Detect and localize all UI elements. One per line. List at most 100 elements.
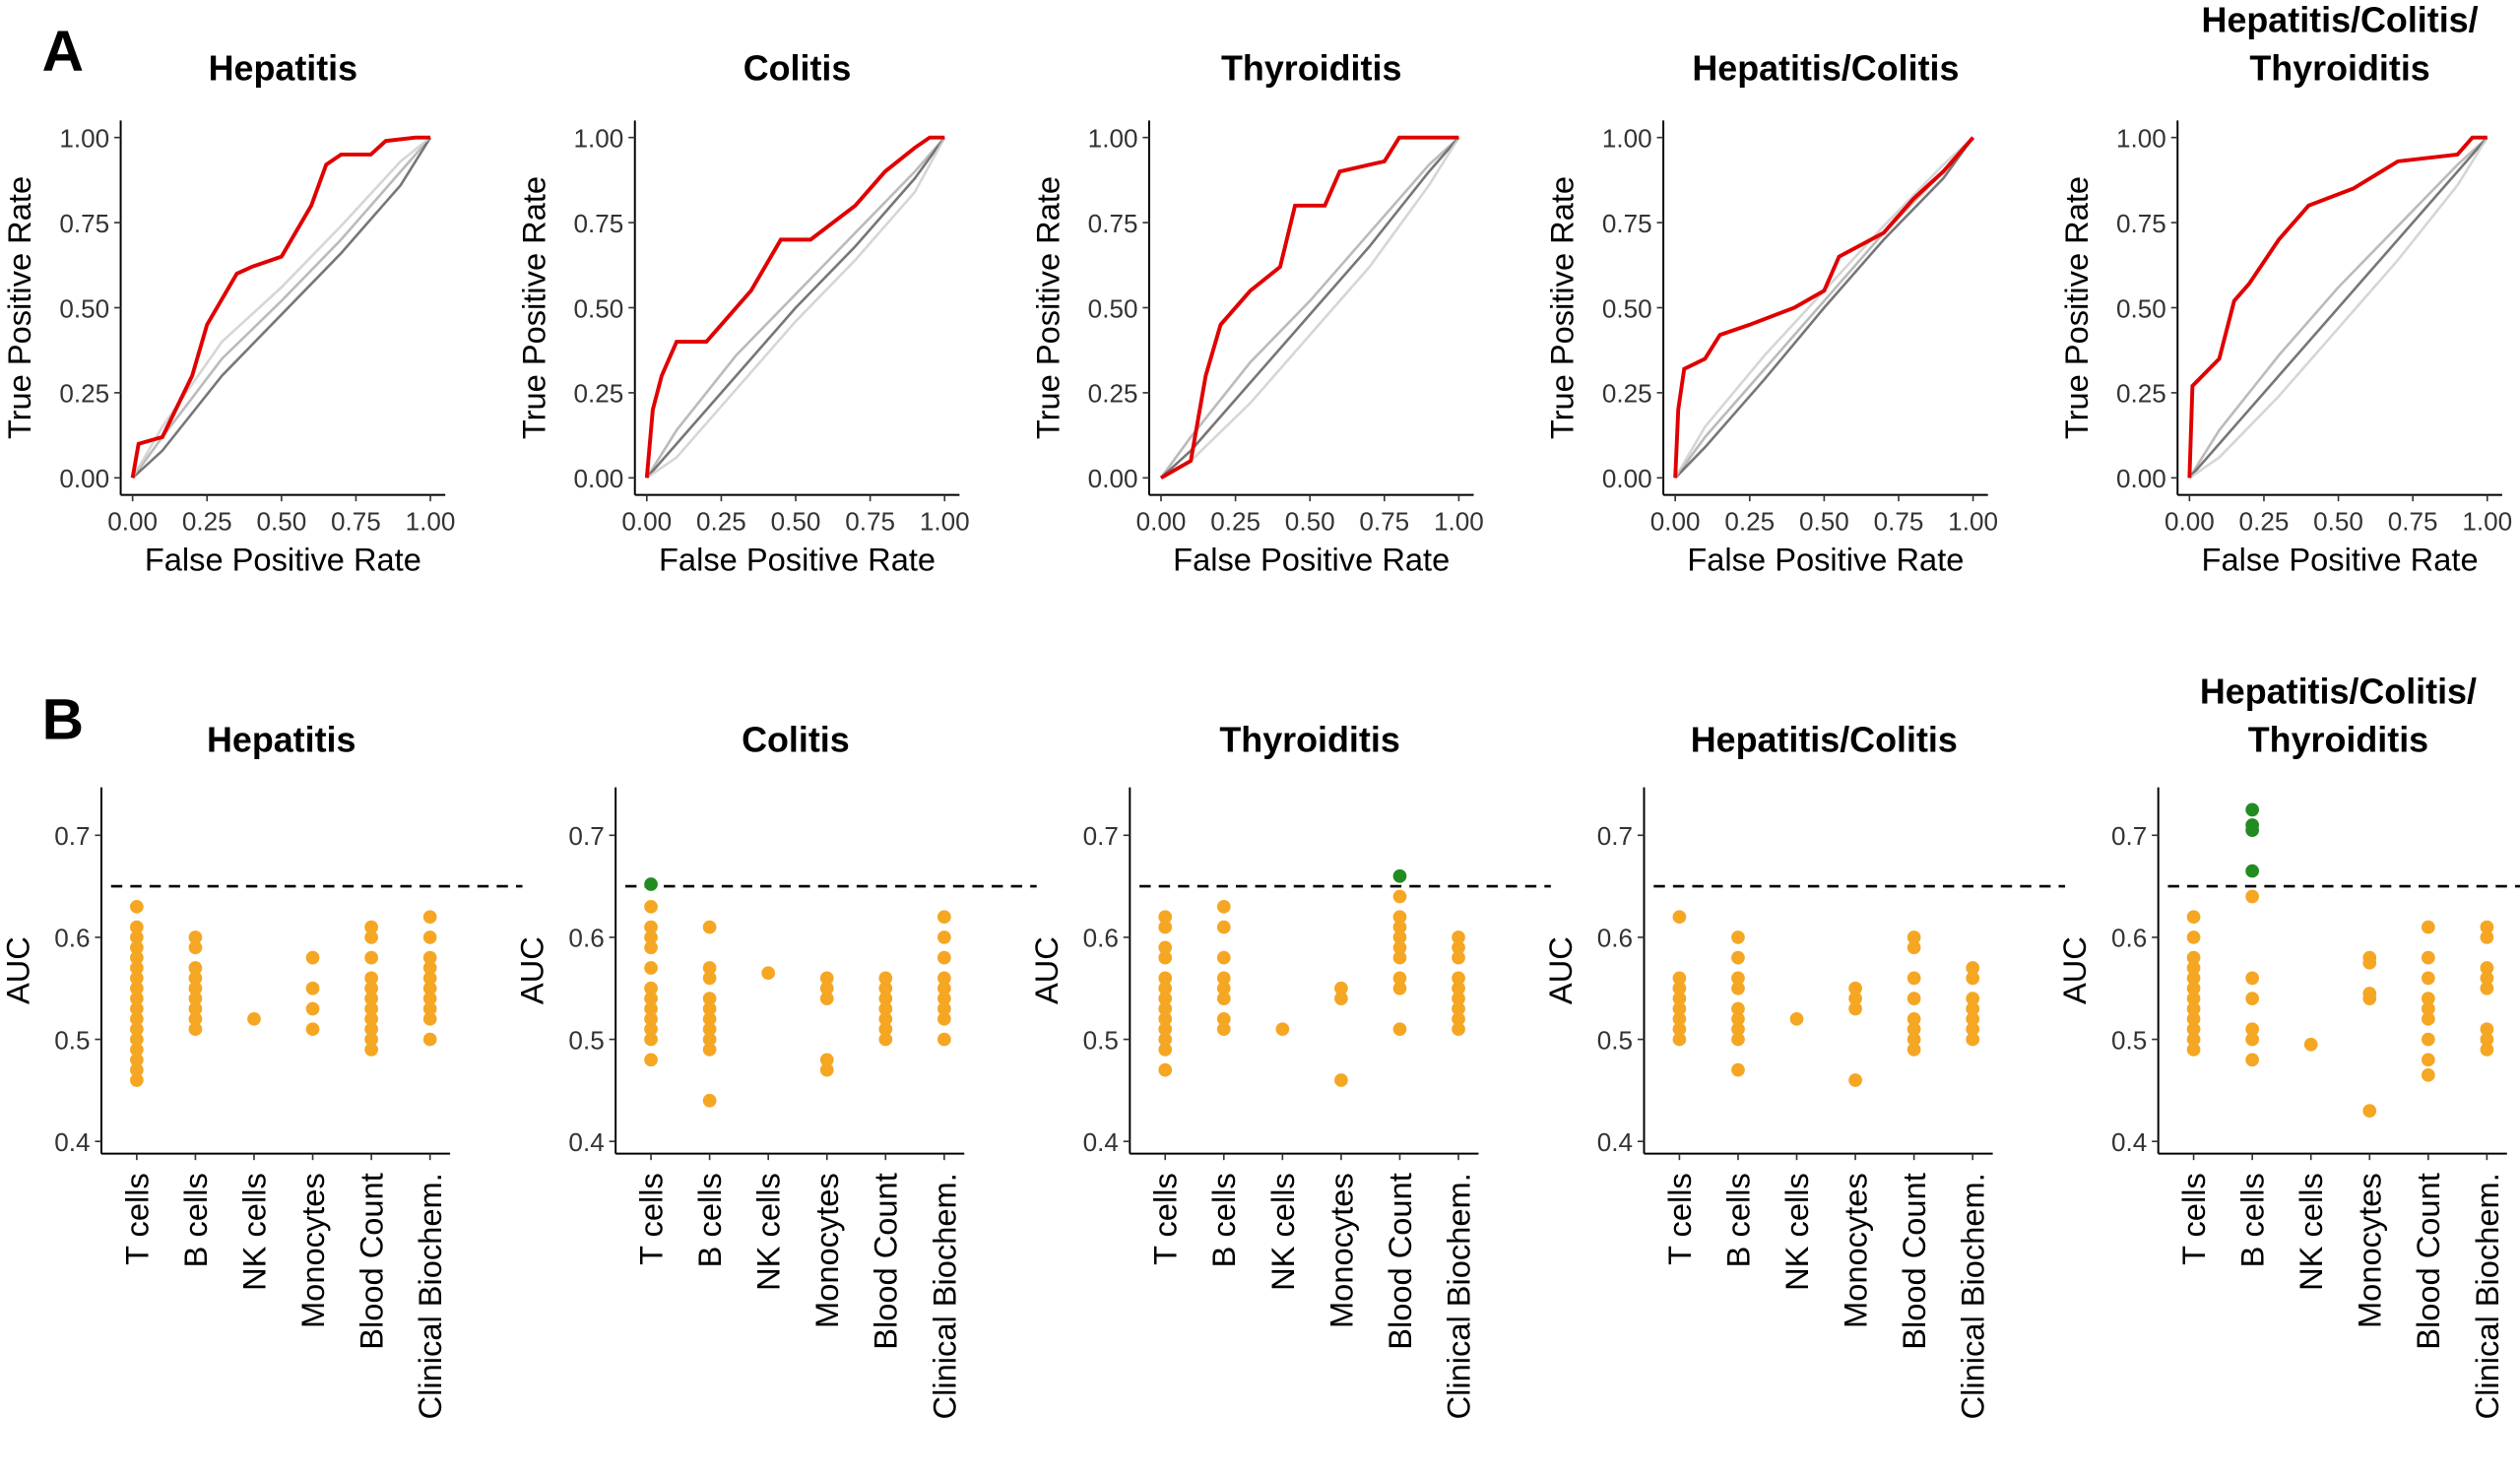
roc-curve [645, 136, 946, 480]
point [1672, 910, 1687, 925]
point [422, 1001, 437, 1016]
x-tick-label: 0.25 [1210, 506, 1260, 536]
y-tick-label: 0.75 [59, 209, 109, 238]
point [2245, 992, 2259, 1005]
x-tick-label: Monocytes [1838, 1173, 1874, 1328]
point [819, 1062, 834, 1077]
point [1966, 1011, 1980, 1026]
point [2421, 920, 2435, 934]
point [2480, 1022, 2494, 1037]
point [2186, 961, 2201, 975]
chart-title: Hepatitis/Colitis/ [2202, 1, 2479, 40]
roc-curve [645, 136, 946, 480]
point [2186, 910, 2201, 925]
point [2245, 864, 2259, 878]
point [1906, 1011, 1921, 1026]
point [1731, 930, 1745, 944]
y-tick-label: 0.75 [2116, 209, 2166, 238]
x-tick-label: Blood Count [1382, 1173, 1418, 1350]
point [2362, 992, 2377, 1005]
x-tick-label: 0.50 [771, 506, 821, 536]
point [1392, 920, 1407, 934]
chart-title: Hepatitis [207, 721, 356, 760]
point [644, 961, 658, 975]
x-axis-label: False Positive Rate [145, 541, 421, 577]
x-tick-label: 0.75 [331, 506, 381, 536]
y-tick-label: 1.00 [59, 123, 109, 153]
point [422, 961, 437, 975]
point [2186, 981, 2201, 995]
y-tick-label: 0.25 [1088, 379, 1138, 409]
point [2186, 950, 2201, 965]
y-tick-label: 0.5 [54, 1025, 90, 1055]
y-tick-label: 0.75 [1602, 209, 1652, 238]
x-tick-label: NK cells [1778, 1173, 1815, 1291]
point [2421, 992, 2435, 1005]
point [2186, 992, 2201, 1005]
point [1966, 971, 1980, 986]
point [2362, 1104, 2377, 1118]
y-tick-label: 1.00 [2116, 123, 2166, 153]
x-tick-label: 0.25 [1724, 506, 1775, 536]
point [1731, 1022, 1745, 1037]
point [878, 1001, 893, 1016]
point [1275, 1022, 1290, 1037]
y-tick-label: 0.25 [2116, 379, 2166, 409]
point [1731, 1062, 1745, 1077]
y-tick-label: 1.00 [1602, 123, 1652, 153]
point [1731, 1001, 1745, 1016]
chart-title: Colitis [742, 721, 850, 760]
point [761, 966, 776, 981]
x-axis-label: False Positive Rate [659, 541, 936, 577]
point [247, 1011, 261, 1026]
roc-curve [131, 136, 431, 479]
point [2245, 1053, 2259, 1067]
point [2245, 889, 2259, 904]
point [1158, 940, 1173, 955]
point [130, 981, 144, 995]
point [305, 950, 320, 965]
point [878, 971, 893, 986]
point [1158, 981, 1173, 995]
point [644, 1053, 658, 1067]
roc-curve [1159, 136, 1460, 480]
point [2245, 1022, 2259, 1037]
point [2480, 1032, 2494, 1047]
y-tick-label: 0.4 [2111, 1127, 2147, 1157]
x-tick-label: Blood Count [2410, 1173, 2446, 1350]
point [2421, 1053, 2435, 1067]
y-tick-label: 0.7 [2111, 821, 2147, 851]
point [2186, 1043, 2201, 1057]
point [130, 899, 144, 914]
roc-curve [1674, 136, 1974, 480]
point [422, 910, 437, 925]
roc-curve [2188, 136, 2488, 480]
y-tick-label: 0.50 [59, 293, 109, 323]
point [1966, 1022, 1980, 1037]
y-tick-label: 0.6 [568, 924, 604, 953]
x-tick-label: Clinical Biochem. [926, 1173, 962, 1419]
point [1158, 1032, 1173, 1047]
roc-curve [2187, 135, 2488, 479]
point [1731, 1011, 1745, 1026]
point [188, 1022, 203, 1037]
point [1452, 1011, 1465, 1026]
y-tick-label: 0.7 [54, 821, 90, 851]
y-tick-label: 0.50 [1602, 293, 1652, 323]
y-tick-label: 0.25 [574, 379, 624, 409]
y-tick-label: 0.7 [1597, 821, 1633, 851]
x-tick-label: 0.25 [696, 506, 746, 536]
point [305, 981, 320, 995]
x-tick-label: 0.25 [182, 506, 232, 536]
point [2421, 1032, 2435, 1047]
point [422, 1032, 437, 1047]
point [937, 910, 951, 925]
x-axis-label: False Positive Rate [1173, 541, 1450, 577]
point [2245, 823, 2259, 837]
point [1966, 1032, 1980, 1047]
x-tick-label: B cells [691, 1173, 728, 1267]
point [1392, 930, 1407, 944]
point [130, 1001, 144, 1016]
point [1731, 981, 1745, 995]
point [819, 981, 834, 995]
